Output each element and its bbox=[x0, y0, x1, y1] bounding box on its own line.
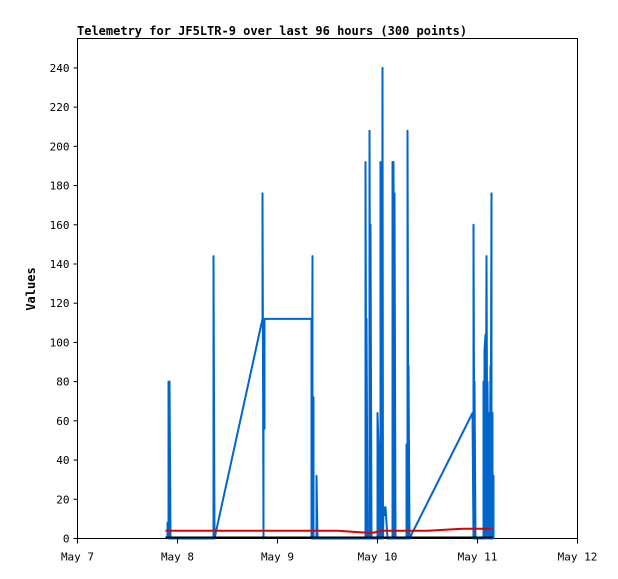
series-1-line bbox=[166, 66, 495, 540]
x-tick-label: May 9 bbox=[261, 551, 294, 564]
x-tick-label: May 11 bbox=[458, 551, 498, 564]
y-tick-label: 20 bbox=[56, 493, 69, 506]
x-tick-label: May 10 bbox=[358, 551, 398, 564]
x-tick-label: May 7 bbox=[61, 551, 94, 564]
x-tick-label: May 8 bbox=[161, 551, 194, 564]
y-tick-label: 240 bbox=[50, 62, 70, 75]
y-tick-label: 0 bbox=[63, 533, 70, 546]
chart-title: Telemetry for JF5LTR-9 over last 96 hour… bbox=[77, 24, 467, 38]
plot-frame bbox=[77, 38, 578, 539]
y-tick-label: 60 bbox=[56, 415, 69, 428]
y-tick-label: 220 bbox=[50, 101, 70, 114]
y-tick-label: 100 bbox=[50, 336, 70, 349]
y-tick-label: 180 bbox=[50, 180, 70, 193]
y-tick-label: 40 bbox=[56, 454, 69, 467]
y-axis-ticks: 0 20 40 60 80 100 120 140 160 180 200 220 240 bbox=[50, 62, 78, 546]
series-2-line bbox=[165, 527, 493, 534]
y-tick-label: 160 bbox=[50, 219, 70, 232]
y-tick-label: 80 bbox=[56, 376, 69, 389]
y-tick-label: 120 bbox=[50, 297, 70, 310]
series-group bbox=[165, 66, 495, 540]
y-tick-label: 200 bbox=[50, 140, 70, 153]
y-axis-label: Values bbox=[24, 267, 38, 310]
x-axis-ticks: May 7 May 8 May 9 May 10 May 11 May 12 bbox=[61, 538, 598, 564]
x-tick-label: May 12 bbox=[558, 551, 598, 564]
y-tick-label: 140 bbox=[50, 258, 70, 271]
